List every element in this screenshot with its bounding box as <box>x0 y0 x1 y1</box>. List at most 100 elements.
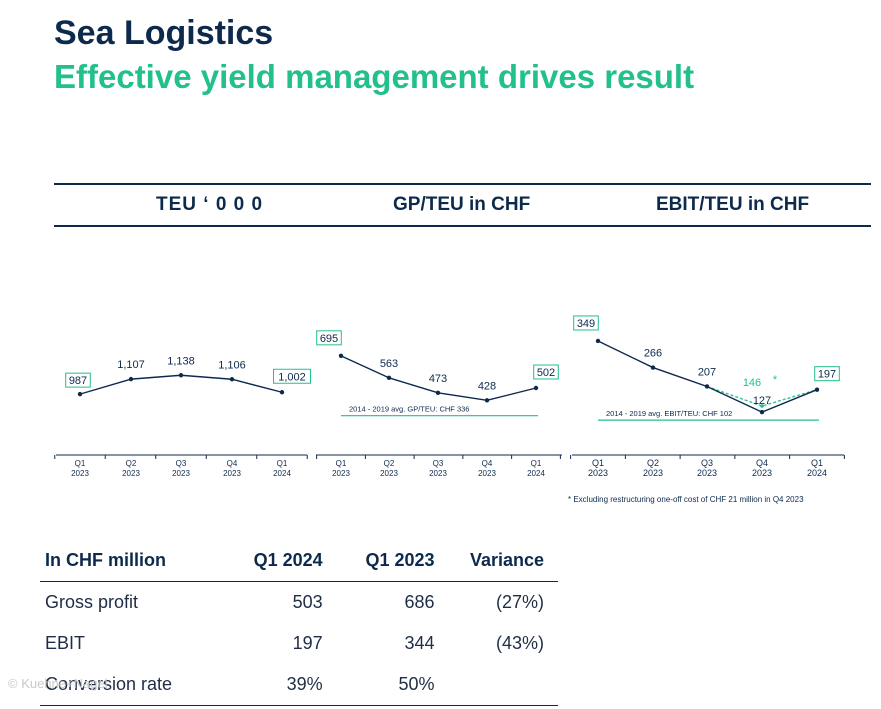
table-cell <box>434 664 558 706</box>
data-label: 1,107 <box>117 359 145 371</box>
x-tick-label: 2023 <box>380 469 398 478</box>
table-header-cell: In CHF million <box>40 540 234 582</box>
data-point <box>759 409 765 415</box>
data-label-box <box>273 368 311 384</box>
data-point <box>178 373 184 378</box>
x-tick-label: 2024 <box>807 468 827 478</box>
data-label: 207 <box>698 366 716 378</box>
gp-teu-header: GP/TEU in CHF <box>393 194 531 215</box>
data-label: 987 <box>69 375 87 387</box>
x-tick-label: Q2 <box>647 458 659 468</box>
table-header-cell: Variance <box>434 540 558 582</box>
x-tick-label: 2024 <box>273 469 291 478</box>
data-label-box <box>573 315 599 331</box>
x-tick-label: 2023 <box>71 469 89 478</box>
x-tick-label: Q1 <box>811 458 823 468</box>
x-tick-label: Q4 <box>756 458 768 468</box>
x-tick-label: 2023 <box>429 469 447 478</box>
table-cell: 50% <box>322 664 435 706</box>
table-cell: 503 <box>292 592 323 612</box>
data-label: 349 <box>577 318 595 330</box>
x-tick-label: Q1 <box>277 459 288 468</box>
x-tick-label: 2023 <box>643 468 663 478</box>
teu-header: TEU ‘ 0 0 0 <box>156 194 264 215</box>
x-tick-label: Q3 <box>701 458 713 468</box>
table-cell: Gross profit <box>45 592 139 612</box>
data-label: 428 <box>478 380 496 392</box>
x-tick-label: 2023 <box>697 468 717 478</box>
data-point <box>650 365 656 370</box>
x-tick-label: Q2 <box>384 459 395 468</box>
x-tick-label: 2023 <box>478 469 496 478</box>
data-point <box>704 384 710 389</box>
table-cell: (27%) <box>495 592 544 612</box>
data-label: 1,138 <box>167 355 195 367</box>
x-tick-label: Q4 <box>482 459 493 468</box>
table-cell: Conversion rate <box>40 664 234 706</box>
x-tick-label: 2024 <box>527 469 545 478</box>
header-bottom-rule <box>54 225 871 227</box>
data-label-box <box>316 330 342 346</box>
data-point <box>595 338 601 344</box>
data-label: 1,002 <box>278 371 306 383</box>
data-label: 127 <box>753 395 771 407</box>
data-point <box>128 376 134 382</box>
x-tick-label: Q1 <box>336 459 347 468</box>
x-tick-label: 2023 <box>172 469 190 478</box>
ebit-teu-header: EBIT/TEU in CHF <box>656 194 810 215</box>
data-label-box <box>65 372 91 388</box>
x-tick-label: 2023 <box>332 469 350 478</box>
x-tick-label: Q1 <box>531 459 542 468</box>
table-cell: (43%) <box>495 633 544 653</box>
data-label: 502 <box>537 367 555 379</box>
data-point <box>386 375 392 381</box>
x-tick-label: Q1 <box>592 458 604 468</box>
financial-table: In CHF million Q1 2024 Q1 2023 Variance … <box>40 540 558 706</box>
data-point <box>533 385 539 391</box>
data-label: 563 <box>380 358 398 370</box>
data-label: 197 <box>818 369 836 381</box>
series-line <box>79 374 283 395</box>
x-tick-label: Q2 <box>126 459 137 468</box>
adjusted-footnote-marker: * <box>773 374 778 386</box>
data-label: 473 <box>429 373 447 385</box>
data-point <box>279 390 285 395</box>
data-point <box>77 391 83 397</box>
data-point <box>435 390 441 396</box>
data-label: 695 <box>320 333 338 345</box>
table-cell: EBIT <box>45 633 86 653</box>
x-tick-label: 2023 <box>588 468 608 478</box>
table-header-row: In CHF million Q1 2024 Q1 2023 Variance <box>40 540 558 582</box>
adjusted-data-label: 146 <box>743 377 761 389</box>
adjusted-series-line <box>706 385 818 407</box>
data-point <box>229 377 235 382</box>
table-cell: 686 <box>404 592 435 612</box>
table-header-cell: Q1 2024 <box>233 540 323 582</box>
table-cell: 197 <box>292 633 323 653</box>
data-point <box>338 353 344 359</box>
x-tick-label: Q1 <box>75 459 86 468</box>
table-row: Gross profit 503 686 (27%) <box>40 582 558 624</box>
x-tick-label: 2023 <box>122 469 140 478</box>
x-tick-label: Q4 <box>227 459 238 468</box>
reference-label: 2014 - 2019 avg. GP/TEU: CHF 336 <box>349 405 469 414</box>
data-point <box>814 387 820 392</box>
watermark-text: © Kuehne+Nagel <box>8 676 108 691</box>
watermark-logo: © Kuehne+Nagel <box>8 676 108 691</box>
reference-label: 2014 - 2019 avg. EBIT/TEU: CHF 102 <box>606 409 732 418</box>
data-point <box>484 398 490 403</box>
data-label: 266 <box>644 348 662 360</box>
footnote: * Excluding restructuring one-off cost o… <box>568 495 804 504</box>
data-label: 1,106 <box>218 359 246 371</box>
x-tick-label: Q3 <box>176 459 187 468</box>
x-tick-label: Q3 <box>433 459 444 468</box>
data-label-box <box>814 366 840 382</box>
page-title: Sea Logistics <box>54 14 274 52</box>
table-row: Conversion rate 39% 50% <box>40 664 558 706</box>
x-tick-label: 2023 <box>223 469 241 478</box>
header-top-rule <box>54 183 871 185</box>
table-cell: 344 <box>404 633 435 653</box>
data-label-box <box>533 364 559 380</box>
table-row: EBIT 197 344 (43%) <box>40 623 558 664</box>
